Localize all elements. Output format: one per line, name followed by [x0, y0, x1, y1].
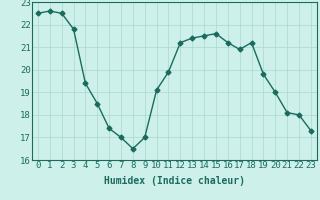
X-axis label: Humidex (Indice chaleur): Humidex (Indice chaleur): [104, 176, 245, 186]
